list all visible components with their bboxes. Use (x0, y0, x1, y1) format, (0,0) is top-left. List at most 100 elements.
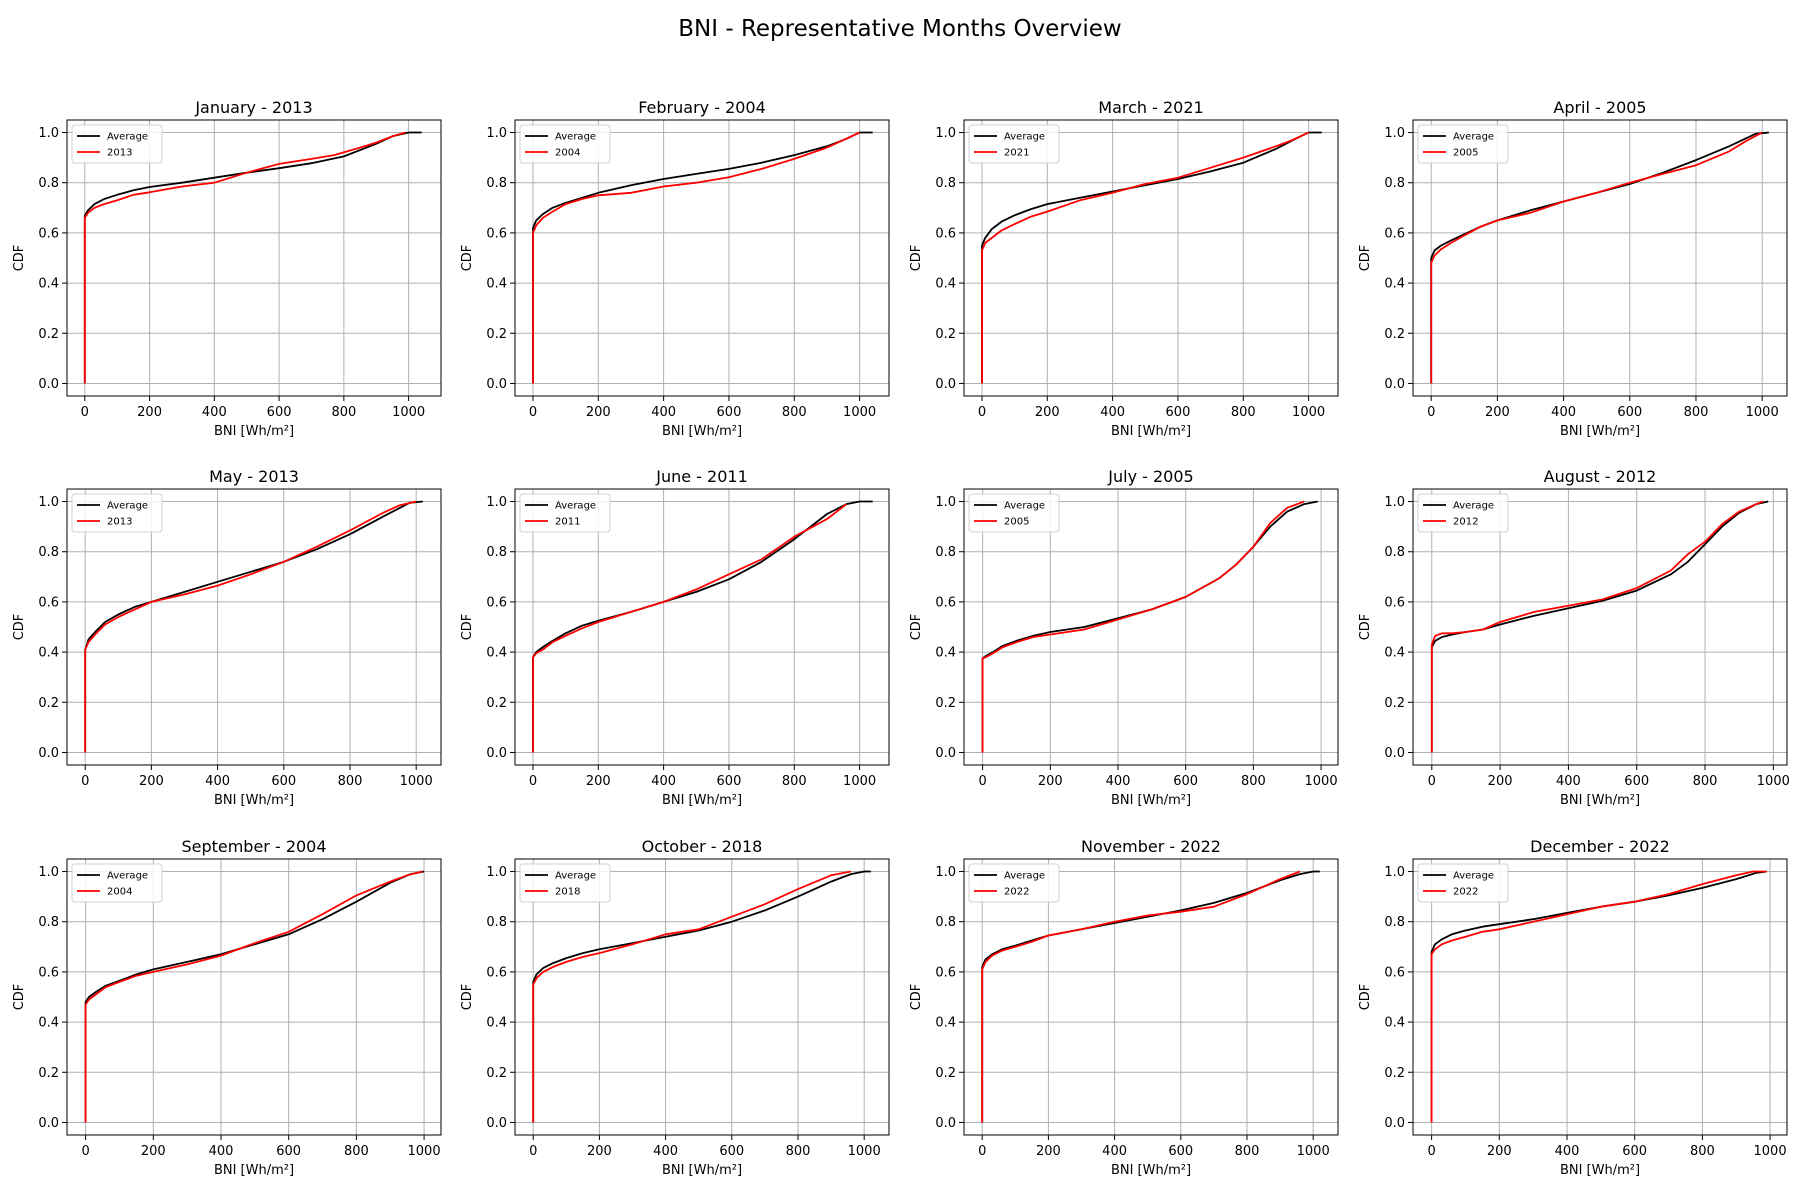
y-tick-label: 0.4 (486, 1016, 507, 1031)
x-tick-label: 800 (1235, 1144, 1260, 1159)
legend-box (519, 863, 611, 903)
y-axis-label: CDF (460, 984, 475, 1011)
legend-label: 2011 (555, 517, 580, 528)
legend-label: Average (1004, 132, 1045, 143)
series-line-year (981, 131, 1309, 384)
y-tick-label: 1.0 (1384, 126, 1405, 141)
x-tick-label: 200 (1485, 405, 1510, 420)
x-tick-label: 1000 (1754, 1144, 1787, 1159)
y-tick-label: 0.2 (486, 1066, 507, 1081)
series-line-year (84, 870, 423, 1123)
x-tick-label: 1000 (848, 1144, 881, 1159)
series-line-year (84, 500, 417, 753)
axes-frame (66, 858, 442, 1136)
axes-frame (1412, 119, 1788, 397)
legend-box (71, 124, 163, 164)
legend-label: Average (555, 871, 596, 882)
axes-frame (514, 488, 890, 766)
y-tick-label: 0.6 (486, 226, 507, 241)
x-tick-label: 400 (1102, 1144, 1127, 1159)
subplot-title: June - 2011 (655, 467, 748, 486)
x-tick-label: 600 (1168, 1144, 1193, 1159)
axes-frame (963, 858, 1339, 1136)
legend-label: 2022 (1453, 887, 1478, 898)
x-tick-label: 200 (139, 774, 164, 789)
x-tick-label: 800 (786, 1144, 811, 1159)
x-tick-label: 1000 (392, 405, 425, 420)
x-axis-label: BNI [Wh/m²] (662, 424, 742, 439)
legend-label: 2021 (1004, 148, 1029, 159)
x-tick-label: 800 (1693, 774, 1718, 789)
y-axis-label: CDF (12, 614, 27, 641)
x-axis-label: BNI [Wh/m²] (1111, 793, 1191, 808)
y-tick-label: 1.0 (38, 126, 59, 141)
legend: Average 2005 (1417, 124, 1509, 164)
y-tick-label: 0.0 (1384, 1116, 1405, 1131)
x-tick-label: 600 (271, 774, 296, 789)
legend-label: Average (1453, 501, 1494, 512)
y-tick-label: 0.8 (1384, 545, 1405, 560)
y-axis-label: CDF (1358, 245, 1373, 272)
y-tick-label: 0.2 (1384, 696, 1405, 711)
legend-label: 2004 (107, 887, 132, 898)
x-tick-label: 0 (1428, 774, 1436, 789)
x-tick-label: 800 (782, 405, 807, 420)
series-line-average (84, 500, 423, 753)
x-axis-label: BNI [Wh/m²] (1111, 1163, 1191, 1178)
legend-label: 2005 (1453, 148, 1478, 159)
x-axis-label: BNI [Wh/m²] (214, 793, 294, 808)
x-tick-label: 200 (137, 405, 162, 420)
x-tick-label: 1000 (1292, 405, 1325, 420)
x-tick-label: 0 (978, 1144, 986, 1159)
figure-title: BNI - Representative Months Overview (678, 16, 1122, 42)
x-tick-label: 800 (344, 1144, 369, 1159)
legend-label: 2013 (107, 148, 132, 159)
y-tick-label: 0.2 (38, 696, 59, 711)
y-tick-label: 0.6 (486, 595, 507, 610)
y-axis-label: CDF (460, 245, 475, 272)
y-tick-label: 1.0 (935, 865, 956, 880)
legend-box (519, 493, 611, 533)
y-tick-label: 0.6 (935, 965, 956, 980)
y-tick-label: 0.4 (1384, 1016, 1405, 1031)
x-tick-label: 800 (1684, 405, 1709, 420)
y-tick-label: 0.4 (38, 277, 59, 292)
x-tick-label: 1000 (1757, 774, 1790, 789)
y-tick-label: 0.0 (38, 377, 59, 392)
x-axis-label: BNI [Wh/m²] (1560, 1163, 1640, 1178)
y-tick-label: 0.4 (38, 1016, 59, 1031)
x-tick-label: 1000 (1297, 1144, 1330, 1159)
legend: Average 2022 (968, 863, 1060, 903)
y-tick-label: 0.0 (486, 1116, 507, 1131)
y-axis-label: CDF (1358, 614, 1373, 641)
y-tick-label: 0.2 (486, 696, 507, 711)
y-tick-label: 1.0 (38, 495, 59, 510)
series-line-average (532, 870, 871, 1123)
series-line-average (1430, 500, 1769, 753)
axes-frame (963, 488, 1339, 766)
y-tick-label: 0.0 (935, 746, 956, 761)
y-tick-label: 0.2 (38, 327, 59, 342)
y-tick-label: 1.0 (486, 126, 507, 141)
x-tick-label: 0 (81, 1144, 89, 1159)
y-tick-label: 0.4 (935, 1016, 956, 1031)
x-tick-label: 600 (1166, 405, 1191, 420)
x-axis-label: BNI [Wh/m²] (1560, 793, 1640, 808)
series-line-year (1430, 500, 1764, 753)
y-tick-label: 1.0 (1384, 495, 1405, 510)
y-tick-label: 0.0 (38, 1116, 59, 1131)
x-tick-label: 0 (529, 405, 537, 420)
legend-box (71, 863, 163, 903)
x-tick-label: 0 (1427, 1144, 1435, 1159)
x-axis-label: BNI [Wh/m²] (662, 1163, 742, 1178)
x-tick-label: 1000 (1746, 405, 1779, 420)
x-axis-label: BNI [Wh/m²] (214, 1163, 294, 1178)
x-tick-label: 400 (205, 774, 230, 789)
subplot-title: April - 2005 (1553, 98, 1646, 117)
series-line-year (532, 503, 848, 753)
y-tick-label: 0.4 (935, 277, 956, 292)
axes-frame (514, 119, 890, 397)
y-tick-label: 0.8 (1384, 915, 1405, 930)
y-tick-label: 1.0 (486, 495, 507, 510)
subplot-title: November - 2022 (1081, 837, 1221, 856)
